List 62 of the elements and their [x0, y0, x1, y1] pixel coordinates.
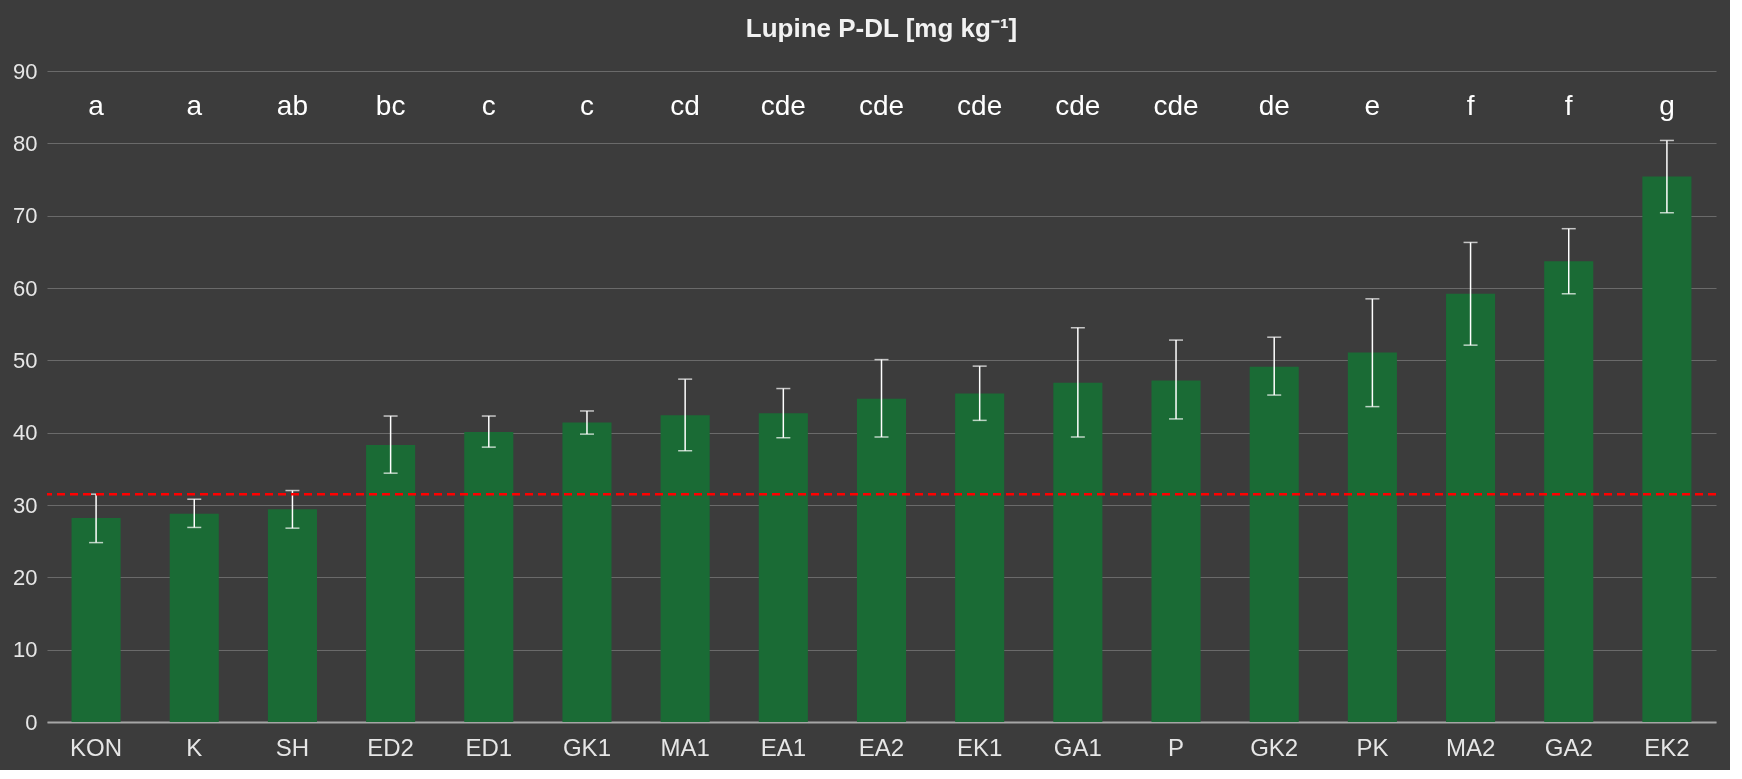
annotation: de: [1258, 90, 1290, 121]
y-tick-label: 80: [13, 130, 38, 156]
x-tick-label: ED2: [367, 733, 414, 761]
annotation: a: [186, 90, 203, 121]
bar: [1053, 382, 1103, 722]
annotation: c: [579, 90, 594, 121]
bar: [1642, 176, 1692, 722]
x-tick-label: EK1: [956, 733, 1003, 761]
bar: [1446, 293, 1496, 722]
annotation: g: [1659, 90, 1675, 121]
y-tick-label: 90: [13, 58, 38, 84]
y-tick-label: 40: [13, 420, 38, 446]
y-tick-label: 50: [13, 347, 38, 373]
annotation: cde: [957, 90, 1003, 121]
bar: [955, 393, 1005, 722]
annotation: ab: [276, 90, 309, 121]
x-tick-label: P: [1168, 733, 1185, 761]
x-tick-label: ED1: [465, 733, 513, 761]
annotation: bc: [375, 90, 406, 121]
annotation: a: [88, 90, 105, 121]
x-tick-label: EA2: [858, 733, 905, 761]
x-tick-label: MA2: [1445, 733, 1496, 761]
y-tick-label: 60: [13, 275, 38, 301]
bar: [1347, 352, 1397, 722]
bar: [71, 518, 121, 722]
chart-title: Lupine P-DL [mg kg⁻¹]: [745, 13, 1018, 43]
annotation: cde: [1055, 90, 1101, 121]
x-tick-label: PK: [1356, 733, 1389, 761]
x-tick-label: K: [186, 733, 203, 761]
y-tick-label: 70: [13, 203, 38, 229]
bar: [562, 422, 612, 722]
x-tick-label: MA1: [660, 733, 710, 761]
y-tick-label: 0: [25, 709, 38, 735]
x-tick-label: GA2: [1544, 733, 1593, 761]
annotation: cde: [858, 90, 905, 121]
y-tick-label: 20: [13, 564, 38, 590]
bar: [758, 413, 808, 722]
bar: [1151, 380, 1201, 722]
bar: [366, 444, 416, 722]
x-tick-label: EK2: [1644, 733, 1690, 761]
bar: [169, 513, 219, 722]
y-tick-label: 10: [13, 637, 38, 663]
annotation: c: [481, 90, 496, 121]
x-tick-label: GK1: [562, 733, 611, 761]
annotation: cde: [1153, 90, 1199, 121]
x-tick-label: GK2: [1250, 733, 1299, 761]
annotation: cde: [760, 90, 806, 121]
bar: [660, 415, 710, 722]
annotation: f: [1466, 90, 1475, 121]
x-tick-label: KON: [70, 733, 123, 761]
annotation: cd: [670, 90, 700, 121]
y-tick-label: 30: [13, 492, 38, 518]
bar: [267, 509, 317, 722]
bar: [856, 398, 907, 722]
x-tick-label: SH: [275, 733, 310, 761]
bar: [464, 431, 514, 722]
bar: [1544, 261, 1594, 722]
x-tick-label: GA1: [1053, 733, 1102, 761]
x-tick-label: EA1: [760, 733, 807, 761]
annotation: e: [1364, 90, 1381, 121]
annotation: f: [1564, 90, 1573, 121]
bar: [1249, 366, 1299, 722]
